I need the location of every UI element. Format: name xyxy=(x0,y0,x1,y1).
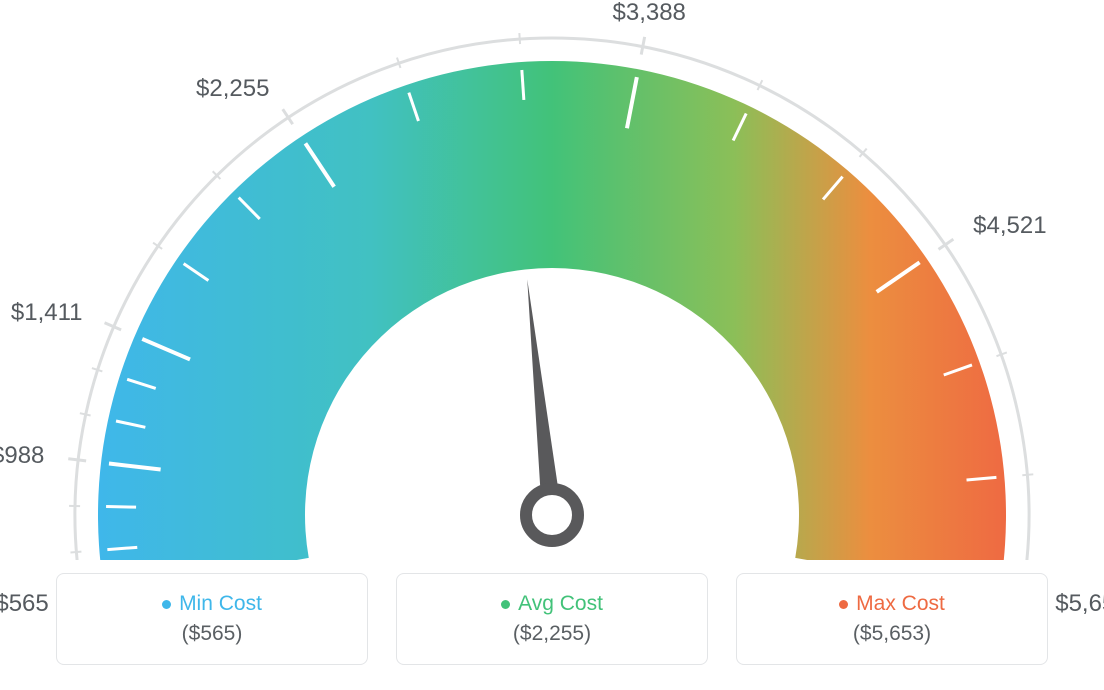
legend-title-max: Max Cost xyxy=(856,592,945,616)
tick-label: $988 xyxy=(0,442,44,470)
legend: Min Cost ($565) Avg Cost ($2,255) Max Co… xyxy=(0,573,1104,665)
cost-gauge-chart: { "gauge": { "type": "gauge", "start_ang… xyxy=(0,0,1104,690)
legend-dot-avg xyxy=(501,600,510,609)
legend-dot-min xyxy=(162,600,171,609)
legend-value-min: ($565) xyxy=(182,622,243,646)
legend-title-avg: Avg Cost xyxy=(518,592,603,616)
tick-label: $2,255 xyxy=(196,75,269,103)
gauge-needle xyxy=(527,279,562,516)
gauge-svg xyxy=(0,0,1104,560)
legend-card-max: Max Cost ($5,653) xyxy=(736,573,1048,665)
tick-label: $3,388 xyxy=(613,0,686,27)
legend-card-avg: Avg Cost ($2,255) xyxy=(396,573,708,665)
gauge-hub xyxy=(526,489,578,541)
legend-title-min: Min Cost xyxy=(179,592,262,616)
tick-label: $1,411 xyxy=(11,299,83,327)
legend-dot-max xyxy=(839,600,848,609)
tick-label: $4,521 xyxy=(973,212,1046,240)
legend-card-min: Min Cost ($565) xyxy=(56,573,368,665)
legend-value-max: ($5,653) xyxy=(853,622,931,646)
legend-value-avg: ($2,255) xyxy=(513,622,591,646)
